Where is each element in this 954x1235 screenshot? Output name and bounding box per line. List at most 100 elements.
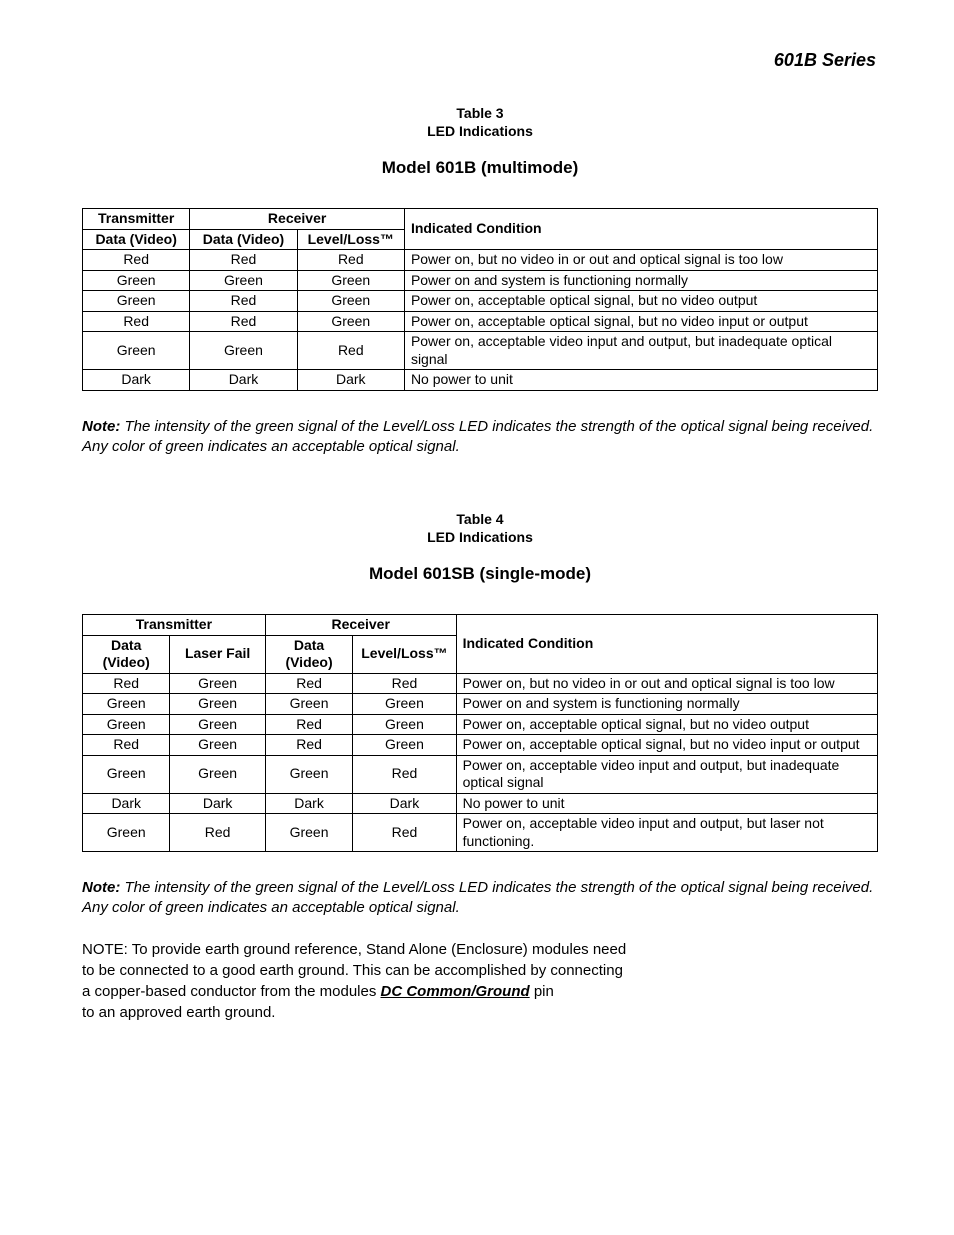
table4-body: RedGreenRedRedPower on, but no video in … (83, 673, 878, 852)
table3-caption-line1: Table 3 (456, 105, 503, 121)
table-cell: Green (297, 291, 404, 312)
table4: Transmitter Receiver Indicated Condition… (82, 614, 878, 852)
footer-note: NOTE: To provide earth ground reference,… (82, 939, 878, 1023)
table4-col-condition: Indicated Condition (456, 615, 877, 674)
table-cell: Green (170, 755, 265, 793)
table3-group-tx: Transmitter (83, 209, 190, 230)
table3-col-rxdata: Data (Video) (190, 229, 297, 250)
note-1: Note: The intensity of the green signal … (82, 417, 878, 458)
table-row: RedRedGreenPower on, acceptable optical … (83, 311, 878, 332)
table-row: GreenGreenRedPower on, acceptable video … (83, 332, 878, 370)
table-cell: No power to unit (456, 793, 877, 814)
table4-col-txdata: Data (Video) (83, 635, 170, 673)
table-cell: Red (353, 814, 456, 852)
table-cell: Green (353, 714, 456, 735)
table4-group-row: Transmitter Receiver Indicated Condition (83, 615, 878, 636)
footer-note-line3a: a copper-based conductor from the module… (82, 983, 381, 1000)
table-cell: Green (83, 714, 170, 735)
table3-body: RedRedRedPower on, but no video in or ou… (83, 250, 878, 391)
table-cell: Green (83, 332, 190, 370)
table-cell: Power on, acceptable video input and out… (404, 332, 877, 370)
table3-col-txdata: Data (Video) (83, 229, 190, 250)
table-cell: Dark (83, 370, 190, 391)
table-cell: Red (353, 755, 456, 793)
table-cell: Red (83, 250, 190, 271)
table-cell: Green (190, 270, 297, 291)
table3: Transmitter Receiver Indicated Condition… (82, 208, 878, 391)
table-cell: Red (83, 311, 190, 332)
table-cell: Power on and system is functioning norma… (404, 270, 877, 291)
table-row: GreenRedGreenRedPower on, acceptable vid… (83, 814, 878, 852)
table-row: RedRedRedPower on, but no video in or ou… (83, 250, 878, 271)
table-cell: Green (170, 694, 265, 715)
table-cell: Dark (297, 370, 404, 391)
table-cell: Green (170, 714, 265, 735)
table-cell: Green (83, 291, 190, 312)
table-cell: Red (297, 332, 404, 370)
table-cell: Power on, acceptable optical signal, but… (456, 714, 877, 735)
table4-caption-line1: Table 4 (456, 511, 503, 527)
table-row: GreenRedGreenPower on, acceptable optica… (83, 291, 878, 312)
note-2: Note: The intensity of the green signal … (82, 878, 878, 919)
table-cell: Green (83, 814, 170, 852)
table-cell: Green (297, 311, 404, 332)
table3-col-levelloss: Level/Loss™ (297, 229, 404, 250)
table-cell: Red (190, 311, 297, 332)
table-cell: Red (353, 673, 456, 694)
table-cell: Green (83, 270, 190, 291)
table-cell: Green (353, 694, 456, 715)
table-row: GreenGreenRedGreenPower on, acceptable o… (83, 714, 878, 735)
table-cell: Green (83, 694, 170, 715)
table-cell: Power on and system is functioning norma… (456, 694, 877, 715)
note1-label: Note: (82, 418, 120, 435)
table-cell: Green (170, 735, 265, 756)
table-cell: Power on, but no video in or out and opt… (404, 250, 877, 271)
table-cell: Red (265, 714, 352, 735)
table-cell: Green (353, 735, 456, 756)
table-cell: Red (190, 291, 297, 312)
table-cell: Green (265, 694, 352, 715)
footer-note-dc-common: DC Common/Ground (381, 983, 530, 1000)
table3-caption-line2: LED Indications (427, 123, 533, 139)
note2-text: The intensity of the green signal of the… (82, 879, 873, 916)
table4-col-rxdata: Data (Video) (265, 635, 352, 673)
table-row: GreenGreenGreenGreenPower on and system … (83, 694, 878, 715)
table-cell: Dark (265, 793, 352, 814)
table-cell: Red (265, 673, 352, 694)
table-cell: Red (190, 250, 297, 271)
table-row: DarkDarkDarkNo power to unit (83, 370, 878, 391)
table-row: GreenGreenGreenPower on and system is fu… (83, 270, 878, 291)
table3-model-title: Model 601B (multimode) (82, 158, 878, 178)
table4-group-rx: Receiver (265, 615, 456, 636)
table-cell: Red (265, 735, 352, 756)
footer-note-line4: to an approved earth ground. (82, 1004, 275, 1021)
table-cell: Power on, acceptable video input and out… (456, 755, 877, 793)
table-cell: Power on, acceptable optical signal, but… (404, 291, 877, 312)
note2-label: Note: (82, 879, 120, 896)
table4-caption: Table 4 LED Indications (82, 511, 878, 546)
series-header: 601B Series (82, 50, 878, 71)
table-cell: Power on, acceptable optical signal, but… (404, 311, 877, 332)
table-row: RedGreenRedGreenPower on, acceptable opt… (83, 735, 878, 756)
note1-text: The intensity of the green signal of the… (82, 418, 873, 455)
table-cell: Green (170, 673, 265, 694)
table-cell: Red (83, 735, 170, 756)
table-cell: Red (297, 250, 404, 271)
table4-col-levelloss: Level/Loss™ (353, 635, 456, 673)
table3-group-row: Transmitter Receiver Indicated Condition (83, 209, 878, 230)
table-cell: Red (170, 814, 265, 852)
footer-note-line3b: pin (530, 983, 554, 1000)
table-cell: Dark (190, 370, 297, 391)
table-cell: Power on, acceptable optical signal, but… (456, 735, 877, 756)
table-row: GreenGreenGreenRedPower on, acceptable v… (83, 755, 878, 793)
table4-group-tx: Transmitter (83, 615, 266, 636)
table-cell: Dark (83, 793, 170, 814)
table-cell: Red (83, 673, 170, 694)
table3-caption: Table 3 LED Indications (82, 105, 878, 140)
table4-caption-line2: LED Indications (427, 529, 533, 545)
table3-col-condition: Indicated Condition (404, 209, 877, 250)
table-cell: Green (83, 755, 170, 793)
table-cell: Power on, acceptable video input and out… (456, 814, 877, 852)
table-cell: Green (297, 270, 404, 291)
table-row: RedGreenRedRedPower on, but no video in … (83, 673, 878, 694)
